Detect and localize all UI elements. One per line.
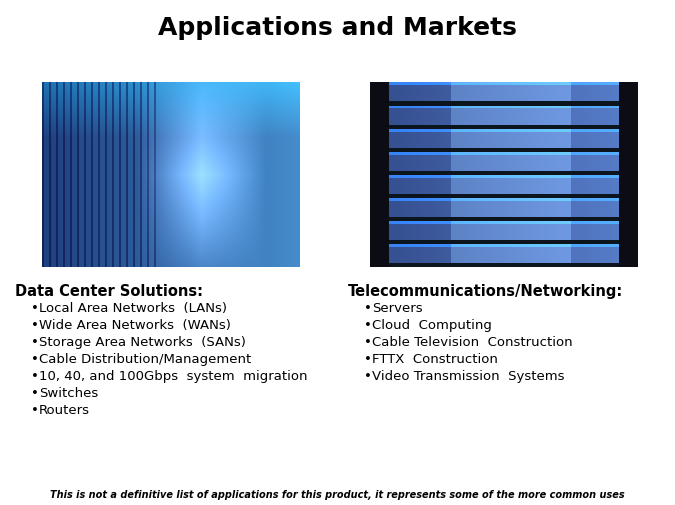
Text: Routers: Routers <box>39 403 90 416</box>
Text: FTTX  Construction: FTTX Construction <box>372 352 498 365</box>
Text: •: • <box>31 386 39 399</box>
Text: Cable Television  Construction: Cable Television Construction <box>372 335 572 348</box>
Text: Data Center Solutions:: Data Center Solutions: <box>15 283 203 298</box>
Text: •: • <box>364 369 372 382</box>
Text: This is not a definitive list of applications for this product, it represents so: This is not a definitive list of applica… <box>50 489 625 499</box>
Text: Telecommunications/Networking:: Telecommunications/Networking: <box>348 283 623 298</box>
Text: •: • <box>31 301 39 315</box>
Text: •: • <box>31 403 39 416</box>
Text: •: • <box>364 335 372 348</box>
Text: Storage Area Networks  (SANs): Storage Area Networks (SANs) <box>39 335 246 348</box>
Text: Servers: Servers <box>372 301 423 315</box>
Text: Switches: Switches <box>39 386 99 399</box>
Text: •: • <box>31 335 39 348</box>
Text: •: • <box>31 369 39 382</box>
Text: •: • <box>31 352 39 365</box>
Text: •: • <box>364 352 372 365</box>
Text: 10, 40, and 100Gbps  system  migration: 10, 40, and 100Gbps system migration <box>39 369 308 382</box>
Text: Local Area Networks  (LANs): Local Area Networks (LANs) <box>39 301 227 315</box>
Text: Wide Area Networks  (WANs): Wide Area Networks (WANs) <box>39 318 231 331</box>
Text: •: • <box>364 318 372 331</box>
Text: •: • <box>31 318 39 331</box>
Text: Applications and Markets: Applications and Markets <box>158 16 517 40</box>
Text: Cable Distribution/Management: Cable Distribution/Management <box>39 352 251 365</box>
Text: •: • <box>364 301 372 315</box>
Text: Video Transmission  Systems: Video Transmission Systems <box>372 369 564 382</box>
Text: Cloud  Computing: Cloud Computing <box>372 318 492 331</box>
